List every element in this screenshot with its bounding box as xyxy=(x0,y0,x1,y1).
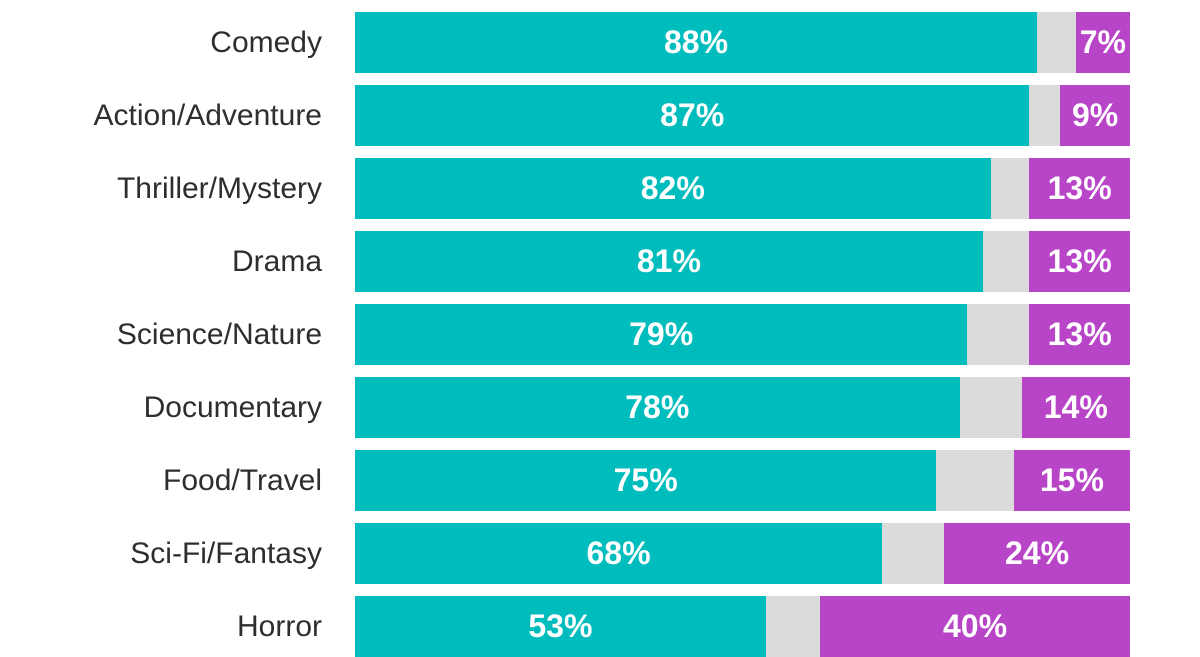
neutral-bar-segment xyxy=(959,377,1022,438)
like-bar-segment: 81% xyxy=(355,231,983,292)
category-label: Action/Adventure xyxy=(93,99,322,132)
neutral-bar-segment xyxy=(967,304,1030,365)
like-bar-segment: 82% xyxy=(355,158,991,219)
dislike-bar-segment: 15% xyxy=(1013,450,1130,511)
like-bar-segment: 88% xyxy=(355,12,1037,73)
stacked-bar-chart: Comedy 88% 7% Action/Adventure 87% 9% Thriller… xyxy=(94,12,1130,657)
chart-row: Thriller/Mystery 82% 13% xyxy=(0,158,1130,219)
chart-rows: Comedy 88% 7% Action/Adventure 87% 9% Thriller… xyxy=(0,12,1130,657)
dislike-bar-segment: 9% xyxy=(1060,85,1130,146)
neutral-bar-segment xyxy=(1029,85,1061,146)
like-bar-segment: 87% xyxy=(355,85,1030,146)
dislike-bar-segment: 13% xyxy=(1029,231,1130,292)
chart-row: Science/Nature 79% 13% xyxy=(0,304,1130,365)
chart-row: Comedy 88% 7% xyxy=(0,12,1130,73)
like-bar-segment: 75% xyxy=(355,450,937,511)
like-value-label: 68% xyxy=(586,535,651,571)
category-label: Food/Travel xyxy=(163,464,322,497)
chart-row: Horror 53% 40% xyxy=(0,596,1130,657)
chart-row: Action/Adventure 87% 9% xyxy=(0,85,1130,146)
bar-track: 88% 7% xyxy=(355,12,1130,73)
bar-track: 79% 13% xyxy=(355,304,1130,365)
category-label: Comedy xyxy=(210,26,322,59)
bar-track: 75% 15% xyxy=(355,450,1130,511)
bar-track: 78% 14% xyxy=(355,377,1130,438)
like-value-label: 79% xyxy=(629,316,694,352)
chart-row: Documentary 78% 14% xyxy=(0,377,1130,438)
chart-row: Sci-Fi/Fantasy 68% 24% xyxy=(0,523,1130,584)
dislike-value-label: 13% xyxy=(1047,170,1112,206)
like-bar-segment: 68% xyxy=(355,523,882,584)
like-value-label: 75% xyxy=(613,462,678,498)
dislike-value-label: 24% xyxy=(1004,535,1070,571)
dislike-bar-segment: 7% xyxy=(1075,12,1130,73)
neutral-bar-segment xyxy=(990,158,1030,219)
category-label: Drama xyxy=(231,245,322,278)
neutral-bar-segment xyxy=(765,596,820,657)
dislike-value-label: 9% xyxy=(1072,97,1119,133)
like-value-label: 82% xyxy=(640,170,705,206)
dislike-value-label: 14% xyxy=(1043,389,1108,425)
dislike-value-label: 13% xyxy=(1047,243,1112,279)
like-value-label: 88% xyxy=(663,24,729,60)
like-bar-segment: 79% xyxy=(355,304,968,365)
dislike-value-label: 13% xyxy=(1047,316,1112,352)
like-value-label: 81% xyxy=(636,243,701,279)
chart-row: Food/Travel 75% 15% xyxy=(0,450,1130,511)
like-value-label: 87% xyxy=(660,97,725,133)
like-bar-segment: 78% xyxy=(355,377,960,438)
chart-row: Drama 81% 13% xyxy=(0,231,1130,292)
neutral-bar-segment xyxy=(1037,12,1076,73)
category-label: Thriller/Mystery xyxy=(116,172,322,205)
bar-track: 81% 13% xyxy=(355,231,1130,292)
bar-track: 68% 24% xyxy=(355,523,1130,584)
like-value-label: 53% xyxy=(528,608,593,644)
bar-track: 53% 40% xyxy=(355,596,1130,657)
neutral-bar-segment xyxy=(982,231,1030,292)
dislike-value-label: 15% xyxy=(1039,462,1104,498)
dislike-bar-segment: 13% xyxy=(1029,158,1130,219)
dislike-value-label: 40% xyxy=(942,608,1008,644)
category-label: Documentary xyxy=(143,391,322,424)
category-label: Sci-Fi/Fantasy xyxy=(130,537,322,570)
neutral-bar-segment xyxy=(882,523,944,584)
category-label: Science/Nature xyxy=(116,318,322,351)
category-label: Horror xyxy=(236,610,322,643)
like-value-label: 78% xyxy=(625,389,690,425)
dislike-bar-segment: 14% xyxy=(1021,377,1130,438)
dislike-bar-segment: 13% xyxy=(1029,304,1130,365)
bar-track: 87% 9% xyxy=(355,85,1130,146)
dislike-bar-segment: 24% xyxy=(944,523,1130,584)
like-bar-segment: 53% xyxy=(355,596,766,657)
bar-track: 82% 13% xyxy=(355,158,1130,219)
dislike-value-label: 7% xyxy=(1079,24,1126,60)
dislike-bar-segment: 40% xyxy=(820,596,1130,657)
neutral-bar-segment xyxy=(936,450,1014,511)
